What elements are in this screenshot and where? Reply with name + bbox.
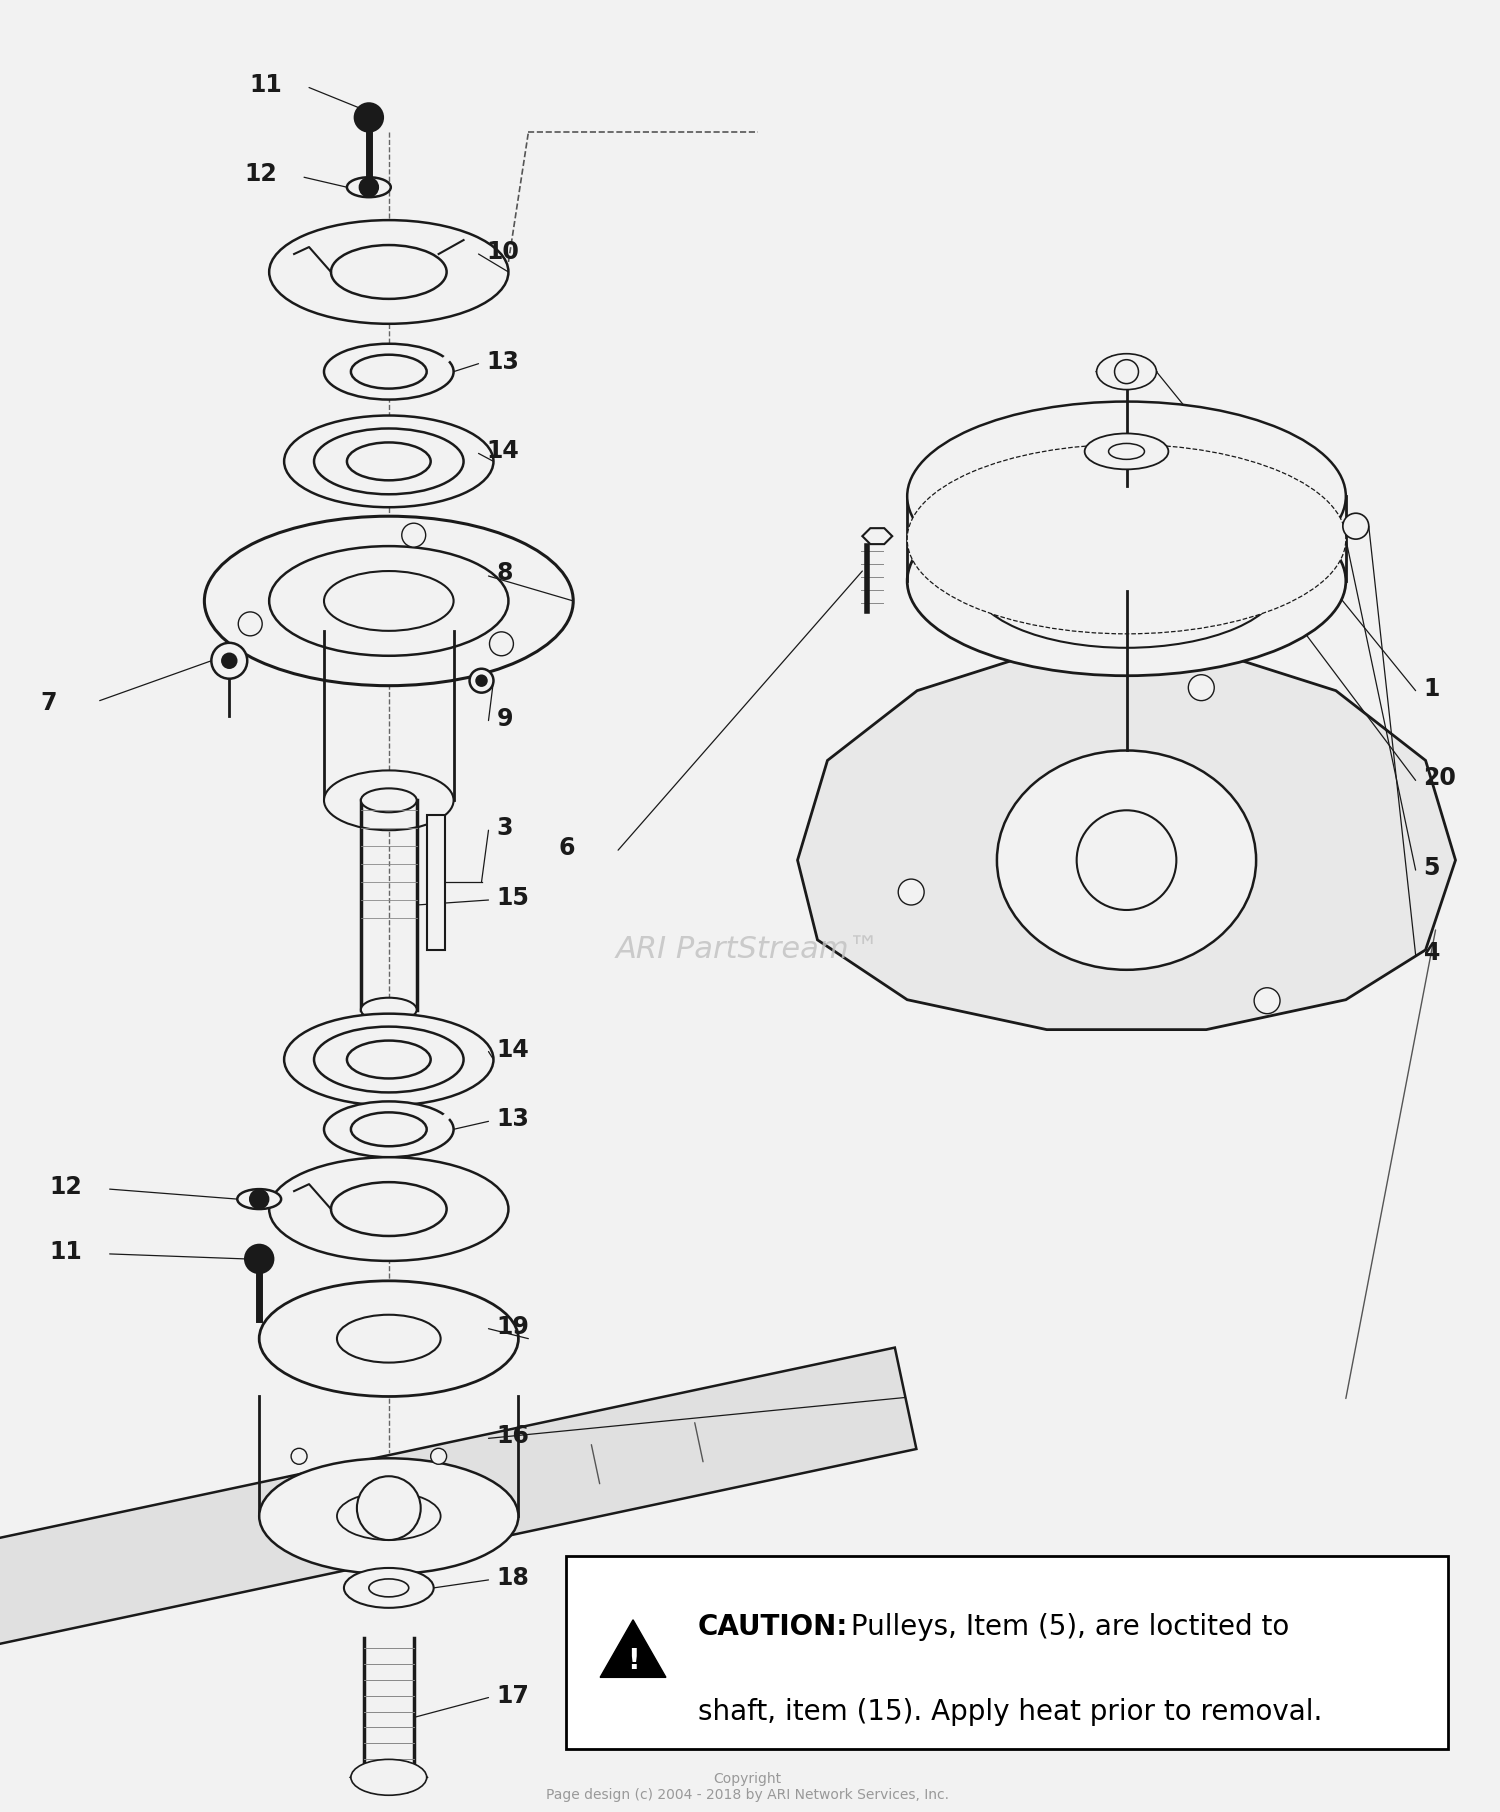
Ellipse shape: [1071, 556, 1182, 605]
Ellipse shape: [1071, 473, 1182, 520]
Ellipse shape: [268, 219, 509, 324]
Text: 14: 14: [486, 439, 519, 464]
Ellipse shape: [346, 442, 430, 480]
Ellipse shape: [908, 444, 1346, 634]
Ellipse shape: [324, 571, 453, 631]
Ellipse shape: [204, 516, 573, 685]
Ellipse shape: [362, 788, 417, 812]
Text: 8: 8: [496, 562, 513, 585]
Ellipse shape: [1084, 433, 1168, 469]
Ellipse shape: [268, 1158, 509, 1261]
Text: Pulleys, Item (5), are loctited to: Pulleys, Item (5), are loctited to: [843, 1613, 1290, 1642]
Circle shape: [360, 178, 378, 196]
Ellipse shape: [260, 1459, 519, 1575]
Circle shape: [477, 676, 486, 685]
Ellipse shape: [1096, 353, 1156, 390]
Text: 15: 15: [496, 886, 530, 910]
Ellipse shape: [369, 1578, 408, 1596]
Ellipse shape: [351, 1759, 426, 1796]
Text: 20: 20: [1424, 766, 1456, 790]
Ellipse shape: [314, 1027, 464, 1093]
Circle shape: [1254, 988, 1280, 1013]
Bar: [426, 815, 444, 949]
Text: 13: 13: [496, 1107, 530, 1131]
Text: 9: 9: [496, 707, 513, 730]
Ellipse shape: [284, 415, 494, 507]
Circle shape: [238, 612, 262, 636]
Ellipse shape: [344, 1567, 433, 1607]
Ellipse shape: [237, 1189, 280, 1209]
Text: 13: 13: [486, 350, 519, 373]
Text: 10: 10: [486, 239, 519, 265]
Text: 7: 7: [40, 690, 57, 714]
Ellipse shape: [346, 178, 392, 198]
Ellipse shape: [332, 245, 447, 299]
Ellipse shape: [260, 1281, 519, 1397]
Ellipse shape: [338, 1316, 441, 1363]
Text: 4: 4: [1424, 940, 1440, 964]
Circle shape: [898, 879, 924, 904]
Ellipse shape: [351, 355, 426, 388]
FancyBboxPatch shape: [566, 1557, 1448, 1749]
Ellipse shape: [346, 1040, 430, 1078]
Ellipse shape: [362, 998, 417, 1022]
Ellipse shape: [908, 402, 1346, 591]
Ellipse shape: [284, 1013, 494, 1105]
Polygon shape: [351, 1763, 426, 1792]
Ellipse shape: [268, 545, 509, 656]
Circle shape: [357, 1477, 420, 1540]
Text: 16: 16: [496, 1424, 530, 1448]
Text: shaft, item (15). Apply heat prior to removal.: shaft, item (15). Apply heat prior to re…: [698, 1698, 1322, 1725]
Circle shape: [402, 524, 426, 547]
Circle shape: [291, 1448, 308, 1464]
Circle shape: [489, 632, 513, 656]
Polygon shape: [1096, 357, 1156, 386]
Text: 19: 19: [496, 1316, 530, 1339]
Text: 11: 11: [50, 1239, 82, 1265]
Ellipse shape: [338, 1493, 441, 1540]
Text: 6: 6: [558, 835, 574, 861]
Ellipse shape: [324, 1102, 453, 1158]
Ellipse shape: [908, 486, 1346, 676]
Text: 14: 14: [496, 1038, 530, 1062]
Text: 12: 12: [50, 1176, 82, 1200]
Ellipse shape: [1108, 444, 1144, 460]
Circle shape: [1114, 361, 1138, 384]
Text: 5: 5: [1424, 855, 1440, 881]
Circle shape: [356, 103, 382, 132]
Polygon shape: [862, 527, 892, 544]
Polygon shape: [600, 1620, 666, 1678]
Ellipse shape: [324, 344, 453, 400]
Text: CAUTION:: CAUTION:: [698, 1613, 847, 1642]
Text: !: !: [627, 1647, 639, 1674]
Text: Copyright
Page design (c) 2004 - 2018 by ARI Network Services, Inc.: Copyright Page design (c) 2004 - 2018 by…: [546, 1772, 950, 1803]
Ellipse shape: [998, 750, 1256, 969]
Circle shape: [1188, 674, 1214, 701]
Circle shape: [1077, 810, 1176, 910]
Text: ARI PartStream™: ARI PartStream™: [615, 935, 879, 964]
Text: 12: 12: [244, 163, 278, 187]
Text: 18: 18: [496, 1566, 530, 1589]
Text: 11: 11: [249, 72, 282, 96]
Circle shape: [1342, 513, 1370, 540]
Ellipse shape: [972, 515, 1281, 649]
Polygon shape: [798, 651, 1455, 1029]
Ellipse shape: [332, 1181, 447, 1236]
Circle shape: [244, 1245, 273, 1272]
Circle shape: [430, 1448, 447, 1464]
Circle shape: [470, 669, 494, 692]
Text: 17: 17: [496, 1683, 530, 1707]
Text: 3: 3: [496, 815, 513, 841]
Text: 1: 1: [1424, 676, 1440, 701]
Ellipse shape: [314, 428, 464, 495]
Polygon shape: [0, 1348, 916, 1669]
Circle shape: [211, 643, 248, 680]
Ellipse shape: [324, 770, 453, 830]
Circle shape: [251, 1190, 268, 1209]
Ellipse shape: [351, 1113, 426, 1147]
Circle shape: [222, 654, 237, 669]
